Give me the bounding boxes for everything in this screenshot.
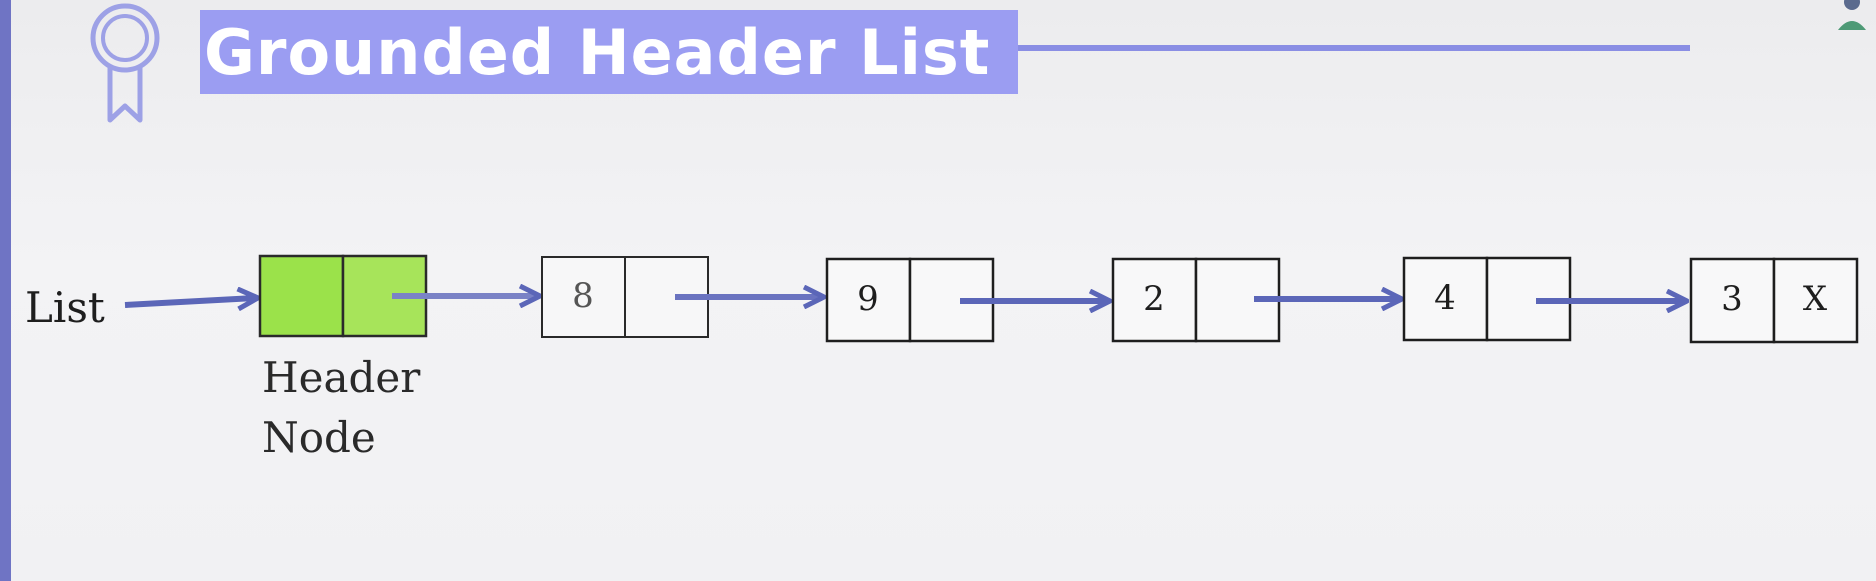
list-node-5-link-cell — [1772, 257, 1859, 344]
list-node-1-value: 8 — [572, 276, 594, 316]
user-avatar-icon — [1838, 0, 1866, 30]
slide-left-accent-bar — [0, 0, 11, 581]
list-node-2: 9 — [825, 257, 995, 343]
slide-title: Grounded Header List — [204, 15, 991, 89]
slide-title-banner: Grounded Header List — [200, 10, 1018, 94]
header-node-info-cell — [258, 254, 345, 338]
title-underline-rule — [1018, 45, 1690, 51]
list-node-2-info-cell — [825, 257, 912, 343]
header-node-label-line1: Header — [262, 353, 421, 402]
list-node-1-info-cell — [541, 256, 626, 338]
list-node-5-value: 3 — [1721, 279, 1743, 319]
header-node-label-line2: Node — [262, 413, 376, 462]
list-node-4-value: 4 — [1434, 278, 1456, 318]
list-pointer-label: List — [25, 283, 105, 332]
award-badge-icon — [90, 3, 160, 123]
list-node-5-info-cell — [1689, 257, 1776, 344]
list-node-2-link-cell — [908, 257, 995, 343]
list-pointer-arrow — [124, 298, 256, 305]
list-node-3: 2 — [1111, 257, 1281, 343]
list-node-5-null-marker: X — [1803, 279, 1828, 319]
list-node-2-value: 9 — [857, 279, 879, 319]
list-node-3-value: 2 — [1143, 279, 1165, 319]
list-node-5: 3 X — [1689, 257, 1859, 344]
list-node-4-info-cell — [1402, 256, 1489, 342]
header-node — [258, 254, 428, 338]
